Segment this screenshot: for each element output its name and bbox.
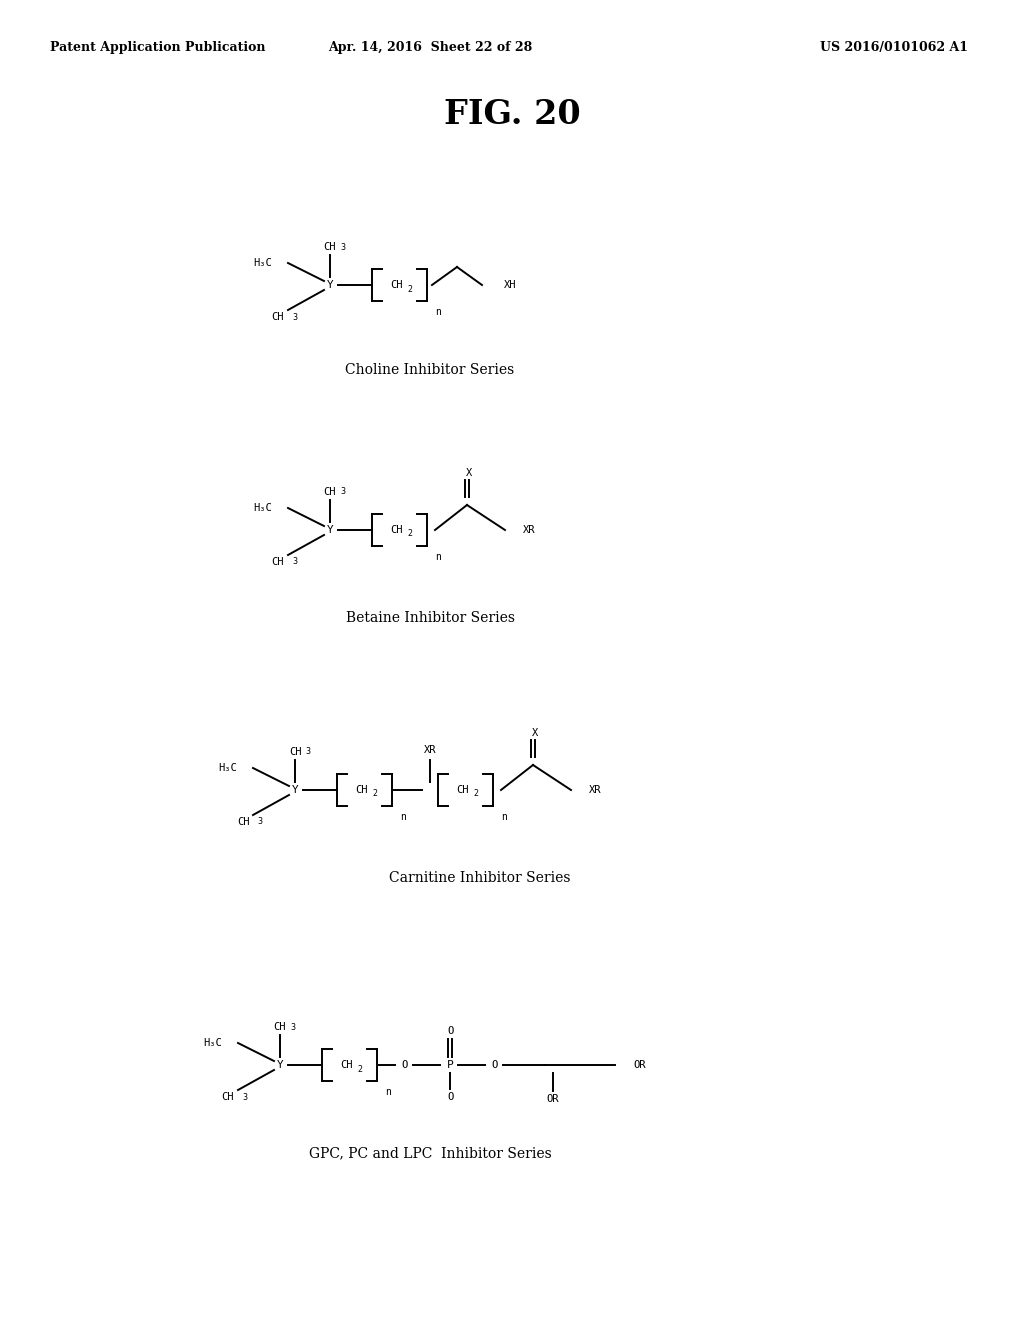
Text: 2: 2 bbox=[357, 1064, 362, 1073]
Text: XR: XR bbox=[589, 785, 601, 795]
Text: XR: XR bbox=[424, 744, 436, 755]
Text: Apr. 14, 2016  Sheet 22 of 28: Apr. 14, 2016 Sheet 22 of 28 bbox=[328, 41, 532, 54]
Text: X: X bbox=[466, 469, 472, 478]
Text: CH: CH bbox=[289, 747, 301, 756]
Text: Y: Y bbox=[292, 785, 298, 795]
Text: 3: 3 bbox=[292, 313, 297, 322]
Text: O: O bbox=[446, 1026, 454, 1036]
Text: 3: 3 bbox=[290, 1023, 295, 1031]
Text: P: P bbox=[446, 1060, 454, 1071]
Text: X: X bbox=[531, 729, 539, 738]
Text: n: n bbox=[501, 812, 507, 822]
Text: CH: CH bbox=[355, 785, 368, 795]
Text: O: O bbox=[492, 1060, 498, 1071]
Text: CH: CH bbox=[324, 242, 336, 252]
Text: CH: CH bbox=[222, 1092, 234, 1102]
Text: 3: 3 bbox=[340, 487, 345, 496]
Text: Y: Y bbox=[327, 525, 334, 535]
Text: CH: CH bbox=[457, 785, 469, 795]
Text: OR: OR bbox=[547, 1094, 559, 1104]
Text: Betaine Inhibitor Series: Betaine Inhibitor Series bbox=[345, 611, 514, 624]
Text: XR: XR bbox=[523, 525, 536, 535]
Text: n: n bbox=[435, 308, 441, 317]
Text: 3: 3 bbox=[305, 747, 310, 756]
Text: H₃C: H₃C bbox=[218, 763, 237, 774]
Text: Y: Y bbox=[276, 1060, 284, 1071]
Text: XH: XH bbox=[504, 280, 516, 290]
Text: H₃C: H₃C bbox=[253, 503, 272, 513]
Text: 2: 2 bbox=[473, 789, 478, 799]
Text: H₃C: H₃C bbox=[203, 1038, 222, 1048]
Text: FIG. 20: FIG. 20 bbox=[443, 99, 581, 132]
Text: OR: OR bbox=[633, 1060, 645, 1071]
Text: 3: 3 bbox=[340, 243, 345, 252]
Text: Carnitine Inhibitor Series: Carnitine Inhibitor Series bbox=[389, 871, 570, 884]
Text: O: O bbox=[446, 1092, 454, 1102]
Text: n: n bbox=[400, 812, 406, 822]
Text: n: n bbox=[385, 1086, 391, 1097]
Text: CH: CH bbox=[237, 817, 249, 828]
Text: 3: 3 bbox=[292, 557, 297, 566]
Text: CH: CH bbox=[340, 1060, 352, 1071]
Text: 2: 2 bbox=[373, 789, 378, 799]
Text: CH: CH bbox=[273, 1022, 287, 1032]
Text: Choline Inhibitor Series: Choline Inhibitor Series bbox=[345, 363, 515, 378]
Text: 2: 2 bbox=[408, 285, 413, 293]
Text: CH: CH bbox=[324, 487, 336, 498]
Text: CH: CH bbox=[390, 525, 402, 535]
Text: 3: 3 bbox=[257, 817, 262, 826]
Text: CH: CH bbox=[390, 280, 402, 290]
Text: O: O bbox=[401, 1060, 409, 1071]
Text: CH: CH bbox=[271, 557, 285, 568]
Text: 3: 3 bbox=[242, 1093, 247, 1101]
Text: n: n bbox=[435, 552, 441, 562]
Text: 2: 2 bbox=[408, 529, 413, 539]
Text: GPC, PC and LPC  Inhibitor Series: GPC, PC and LPC Inhibitor Series bbox=[308, 1146, 551, 1160]
Text: US 2016/0101062 A1: US 2016/0101062 A1 bbox=[820, 41, 968, 54]
Text: CH: CH bbox=[271, 312, 285, 322]
Text: H₃C: H₃C bbox=[253, 257, 272, 268]
Text: Patent Application Publication: Patent Application Publication bbox=[50, 41, 265, 54]
Text: Y: Y bbox=[327, 280, 334, 290]
